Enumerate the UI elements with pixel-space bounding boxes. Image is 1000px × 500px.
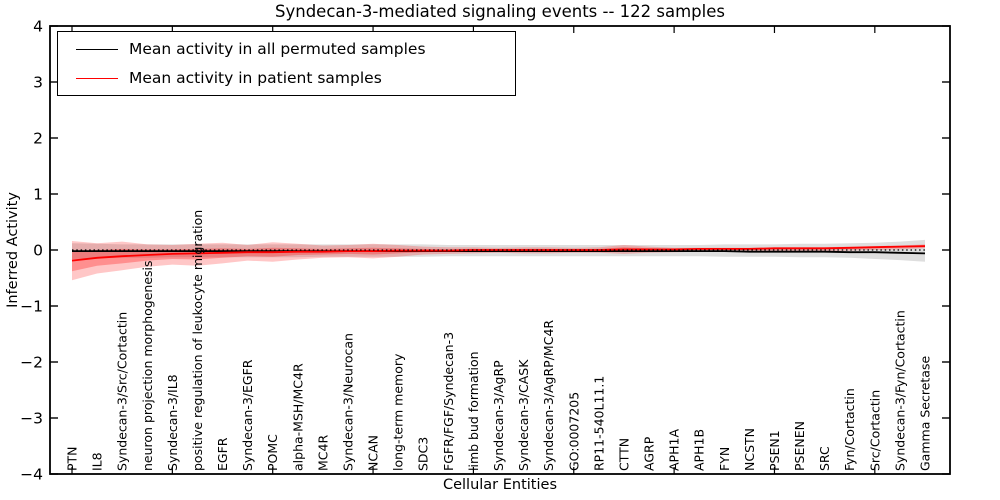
x-tick-label: limb bud formation xyxy=(466,351,481,471)
x-tick-label: long-term memory xyxy=(391,353,406,471)
x-tick-label: SRC xyxy=(817,446,832,471)
x-tick-label: RP11-540L11.1 xyxy=(591,376,606,471)
x-tick-label: Syndecan-3/AgRP/MC4R xyxy=(541,320,556,471)
x-tick-label: Syndecan-3/Fyn/Cortactin xyxy=(892,310,907,471)
x-tick-label: GO:0007205 xyxy=(566,392,581,471)
legend-label-patient: Mean activity in patient samples xyxy=(129,69,382,87)
x-tick-label: Fyn/Cortactin xyxy=(842,388,857,471)
x-tick-label: alpha-MSH/MC4R xyxy=(290,363,305,471)
y-axis-label: Inferred Activity xyxy=(5,192,21,308)
x-tick-label: neuron projection morphogenesis xyxy=(140,260,155,471)
x-tick-label: IL8 xyxy=(90,452,105,471)
x-tick-label: Gamma Secretase xyxy=(918,356,933,471)
y-tick-label: 1 xyxy=(33,186,43,204)
x-tick-label: NCSTN xyxy=(742,428,757,471)
permuted-line-swatch-icon xyxy=(76,48,118,50)
legend: Mean activity in all permuted samples Me… xyxy=(57,31,516,96)
x-tick-label: Syndecan-3/AgRP xyxy=(491,360,506,471)
legend-label-permuted: Mean activity in all permuted samples xyxy=(129,40,426,58)
legend-entry-patient: Mean activity in patient samples xyxy=(58,67,515,89)
x-tick-label: PSEN1 xyxy=(767,430,782,471)
x-tick-label: Syndecan-3/CASK xyxy=(516,359,531,471)
x-tick-label: POMC xyxy=(265,434,280,471)
x-tick-label: PSENEN xyxy=(792,421,807,471)
legend-entry-permuted: Mean activity in all permuted samples xyxy=(58,38,515,60)
x-tick-label: EGFR xyxy=(215,437,230,471)
series-line-permuted xyxy=(72,250,926,255)
x-tick-label: positive regulation of leukocyte migrati… xyxy=(190,210,205,471)
y-tick-label: −4 xyxy=(20,466,43,484)
x-tick-label: CTTN xyxy=(616,438,631,471)
x-tick-label: Syndecan-3/EGFR xyxy=(240,359,255,471)
y-tick-label: −2 xyxy=(20,354,43,372)
x-tick-label: Syndecan-3/Neurocan xyxy=(340,333,355,471)
y-tick-label: 4 xyxy=(33,18,43,36)
y-tick-label: −3 xyxy=(20,410,43,428)
x-tick-label: Syndecan-3/IL8 xyxy=(165,374,180,471)
x-tick-label: APH1B xyxy=(692,429,707,471)
y-tick-label: 0 xyxy=(33,242,43,260)
x-tick-label: FGFR/FGF/Syndecan-3 xyxy=(441,332,456,471)
x-tick-label: Src/Cortactin xyxy=(867,390,882,471)
x-tick-label: AGRP xyxy=(642,436,657,471)
y-tick-label: 3 xyxy=(33,74,43,92)
patient-line-swatch-icon xyxy=(76,77,118,79)
chart-title: Syndecan-3-mediated signaling events -- … xyxy=(275,2,725,21)
y-tick-label: 2 xyxy=(33,130,43,148)
y-tick-label: −1 xyxy=(20,298,43,316)
x-tick-label: SDC3 xyxy=(416,437,431,471)
x-tick-label: MC4R xyxy=(315,435,330,471)
x-tick-label: NCAN xyxy=(366,435,381,471)
x-axis-label: Cellular Entities xyxy=(442,477,558,493)
x-tick-label: FYN xyxy=(717,447,732,471)
x-tick-label: Syndecan-3/Src/Cortactin xyxy=(115,312,130,471)
x-tick-label: APH1A xyxy=(667,429,682,471)
x-tick-label: PTN xyxy=(65,446,80,471)
